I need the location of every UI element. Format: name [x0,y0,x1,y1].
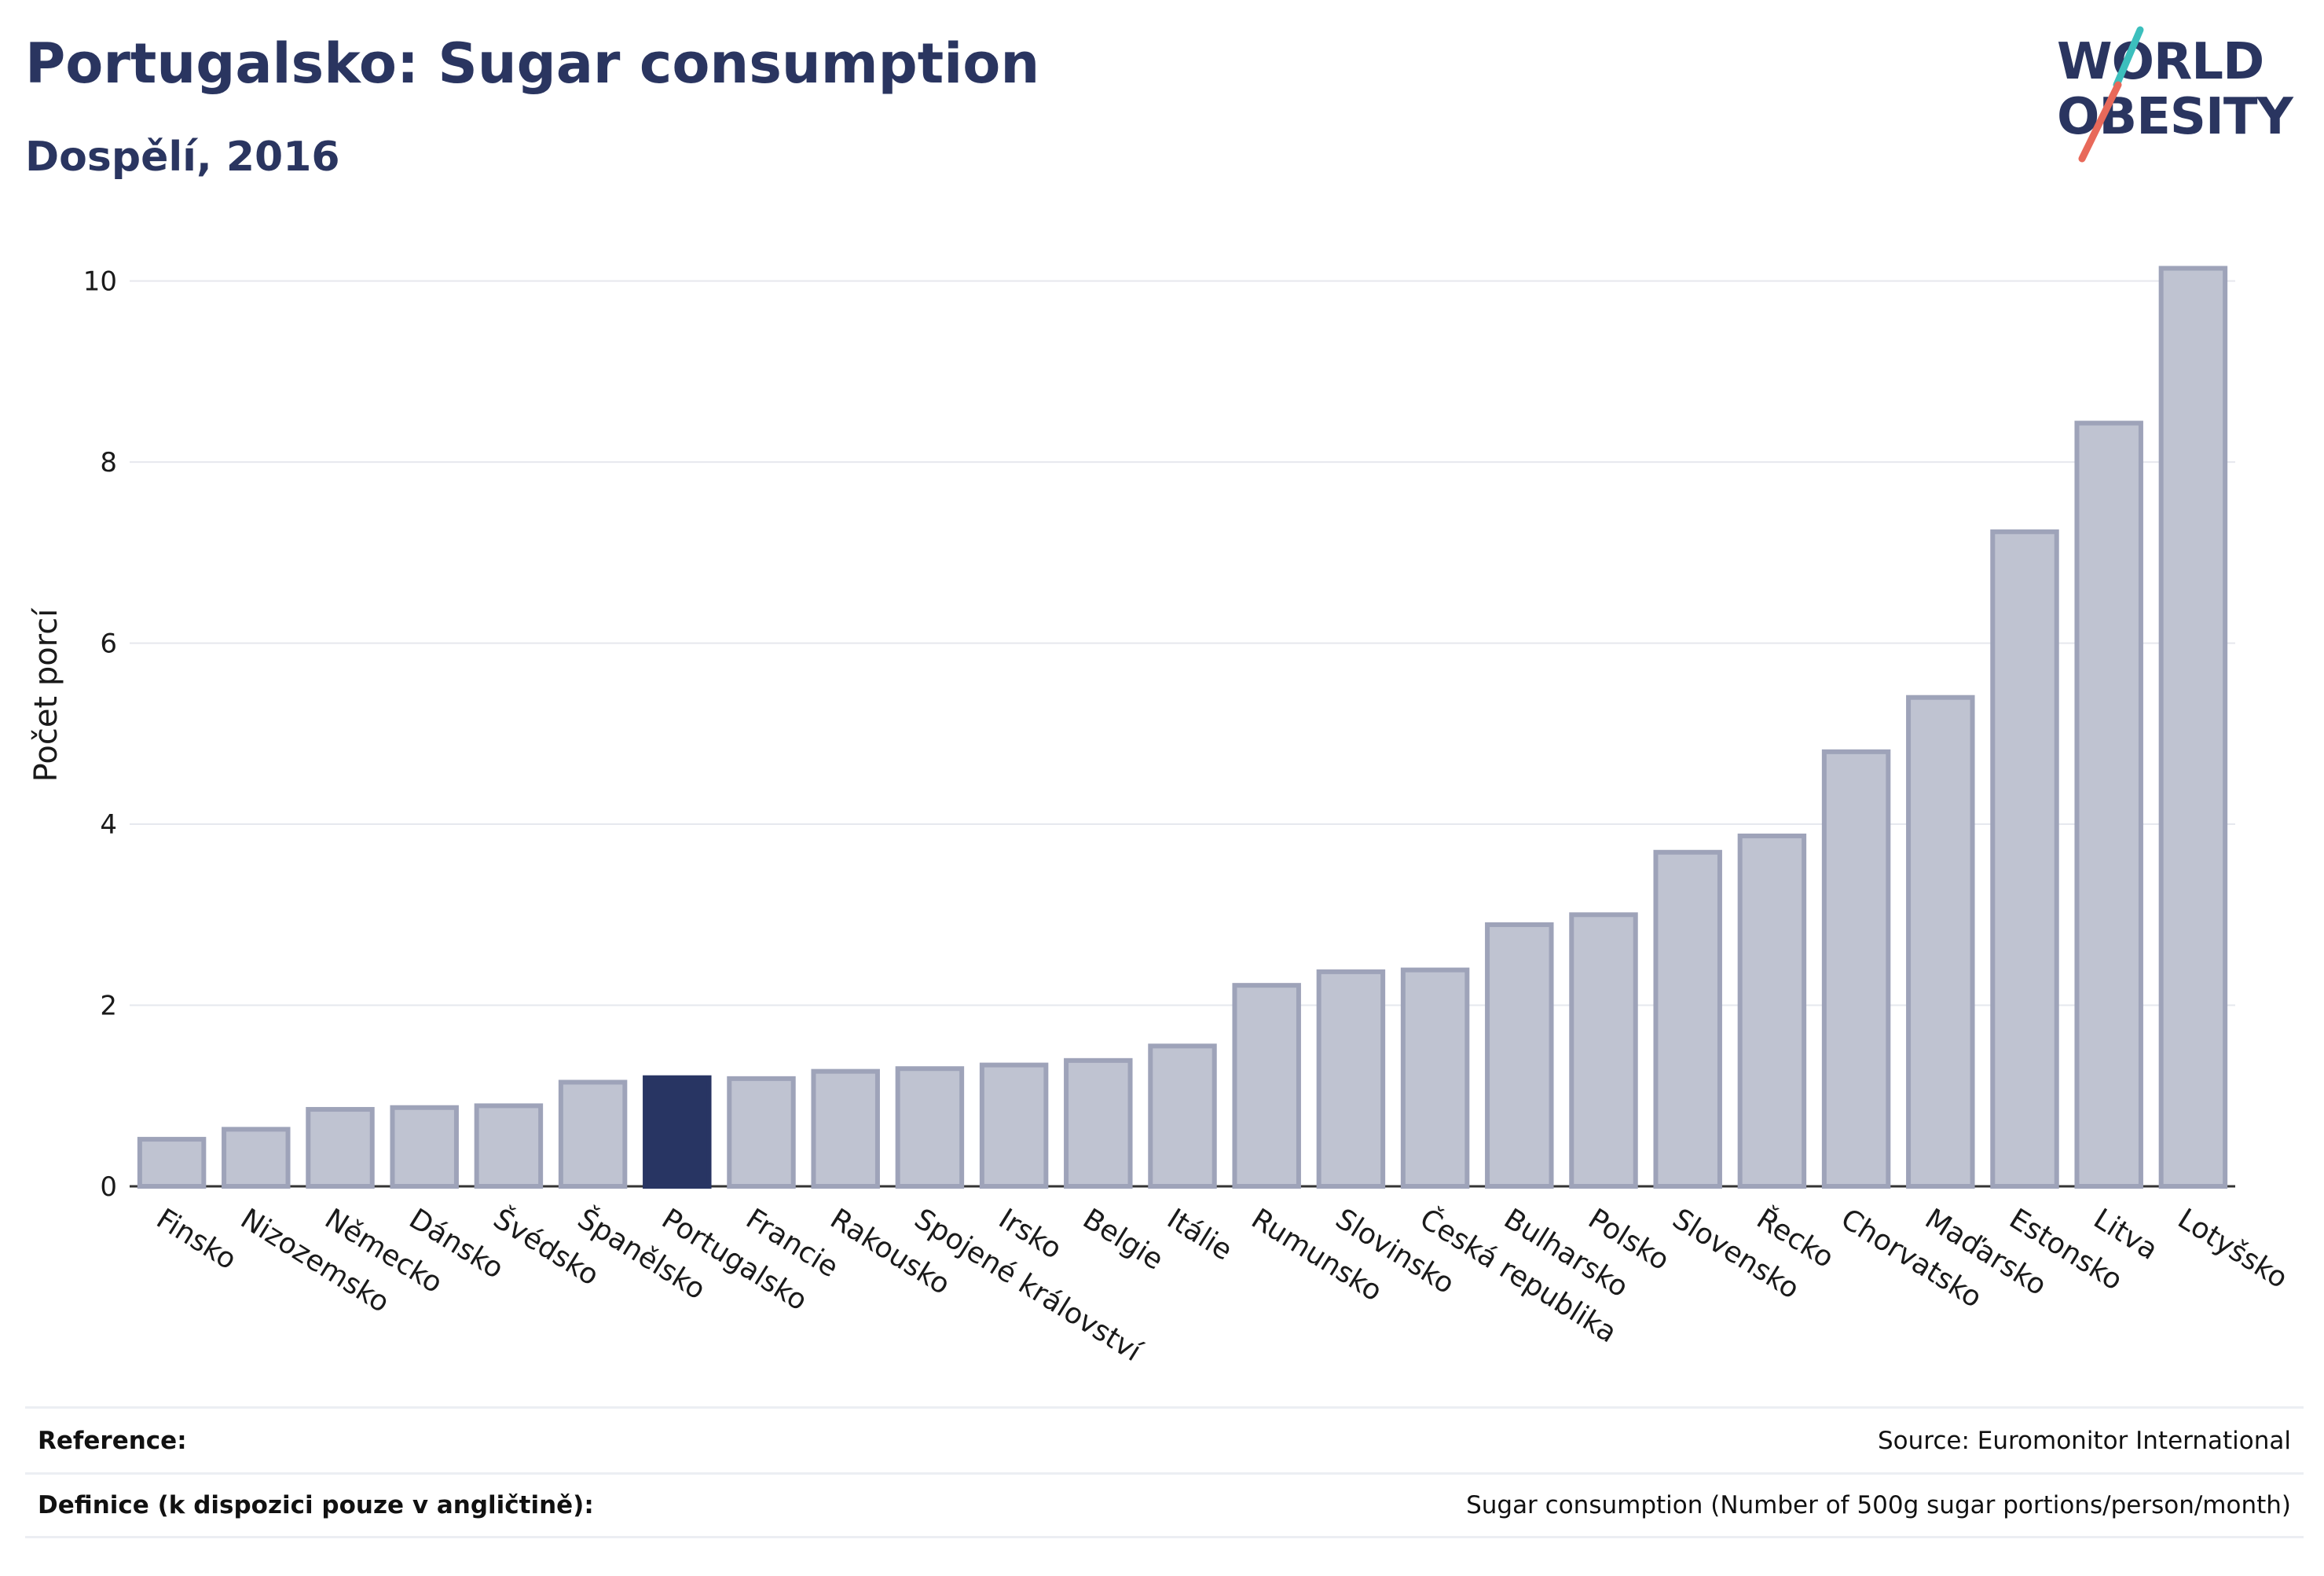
bars [137,266,2228,1189]
bar-Litva [2074,420,2143,1189]
bar-Španělsko [558,1079,628,1189]
y-tick-label: 8 [100,447,117,478]
y-axis-ticks: 0 2 4 6 8 10 [83,266,117,1203]
bar-Lotyšsko [2158,266,2228,1189]
reference-label: Reference: [38,1426,187,1455]
logo-text-world: WORLD [2057,33,2264,91]
bar-Řecko [1737,834,1807,1189]
x-tick-label: Finsko [151,1203,242,1277]
bar-Česká republika [1400,967,1470,1189]
x-tick-label: Itálie [1161,1203,1237,1267]
bar-Slovensko [1653,849,1722,1189]
reference-row: Reference: Source: Euromonitor Internati… [25,1406,2304,1472]
bar-Irsko [979,1062,1049,1189]
bar-Německo [306,1107,375,1189]
bar-Estonsko [1990,529,2059,1189]
world-obesity-logo: WORLD OBESITY [2057,26,2294,163]
bar-Švédsko [474,1103,544,1189]
y-tick-label: 2 [100,991,117,1022]
x-tick-label: Belgie [1077,1203,1169,1277]
x-tick-label: Lotyšsko [2172,1203,2293,1295]
bar-Polsko [1569,912,1638,1189]
bar-Finsko [137,1137,207,1189]
y-tick-label: 4 [100,809,117,841]
bar-Dánsko [390,1105,459,1189]
y-axis-title: Počet porcí [28,607,64,783]
page-subtitle: Dospělí, 2016 [25,134,340,181]
definition-value: Sugar consumption (Number of 500g sugar … [1466,1491,2291,1519]
logo-slash-red [2078,81,2122,163]
bar-Chorvatsko [1821,749,1891,1189]
page-title: Portugalsko: Sugar consumption [25,31,1040,96]
reference-value: Source: Euromonitor International [1877,1426,2291,1455]
y-tick-label: 6 [100,629,117,660]
bar-chart: 0 2 4 6 8 10 FinskoNizozemskoNěmeckoDánskoŠvé… [28,266,2293,1369]
x-axis-labels: FinskoNizozemskoNěmeckoDánskoŠvédskoŠpan… [151,1202,2293,1369]
definition-row: Definice (k dispozici pouze v angličtině… [25,1472,2304,1538]
bar-Maďarsko [1906,695,1975,1189]
bar-Nizozemsko [222,1127,291,1189]
bar-Rakousko [811,1068,880,1189]
logo-slash-teal [2113,26,2144,89]
bar-Portugalsko [643,1075,712,1189]
y-tick-label: 0 [100,1171,117,1203]
bar-Bulharsko [1485,922,1554,1189]
bar-Itálie [1148,1043,1217,1189]
definition-label: Definice (k dispozici pouze v angličtině… [38,1491,594,1519]
bar-Francie [727,1076,796,1189]
bar-Belgie [1064,1057,1133,1189]
bar-Rumunsko [1232,983,1301,1189]
bar-Spojené království [895,1066,965,1189]
y-tick-label: 10 [83,266,117,298]
bar-Slovinsko [1316,969,1386,1189]
